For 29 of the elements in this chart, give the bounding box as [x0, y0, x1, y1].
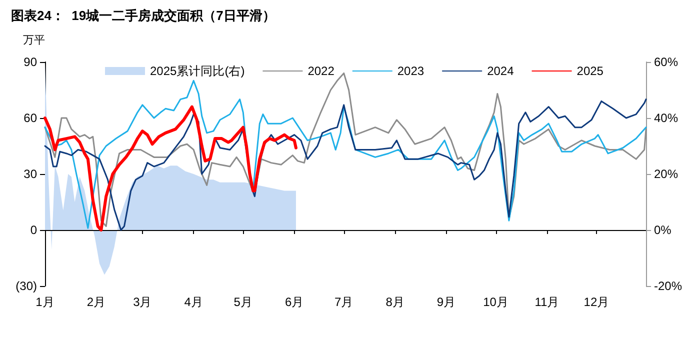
legend-label: 2023 [397, 64, 424, 78]
x-tick-label: 9月 [436, 295, 456, 309]
x-tick-label: 3月 [133, 295, 152, 309]
x-tick-label: 11月 [534, 295, 560, 309]
x-tick-label: 12月 [584, 295, 610, 309]
y-tick-label: 0 [30, 223, 38, 237]
x-tick-label: 1月 [36, 295, 54, 309]
legend-label: 2025 [576, 64, 604, 78]
x-tick-label: 8月 [386, 295, 404, 309]
x-tick-label: 10月 [483, 295, 508, 309]
y-tick-label: 90 [24, 55, 38, 69]
y-tick-label: (30) [16, 279, 37, 293]
y2-tick-label: -20% [654, 279, 682, 293]
y2-tick-label: 40% [654, 111, 678, 125]
x-tick-label: 4月 [184, 295, 203, 309]
y2-tick-label: 0% [654, 223, 672, 237]
y2-tick-label: 60% [654, 55, 678, 69]
y2-tick-label: 20% [654, 167, 678, 181]
x-tick-label: 5月 [234, 295, 252, 309]
legend-label: 2022 [308, 64, 335, 78]
chart-title: 图表24： 19城一二手房成交面积（7日平滑） [11, 8, 276, 23]
legend-label: 2025累计同比(右) [150, 64, 245, 78]
y-axis-title: 万平 [23, 34, 45, 46]
x-tick-label: 6月 [284, 295, 304, 309]
legend-label: 2024 [487, 64, 514, 78]
y-tick-label: 30 [24, 167, 38, 181]
x-tick-label: 2月 [86, 295, 106, 309]
y-tick-label: 60 [24, 111, 38, 125]
x-tick-label: 7月 [334, 295, 354, 309]
